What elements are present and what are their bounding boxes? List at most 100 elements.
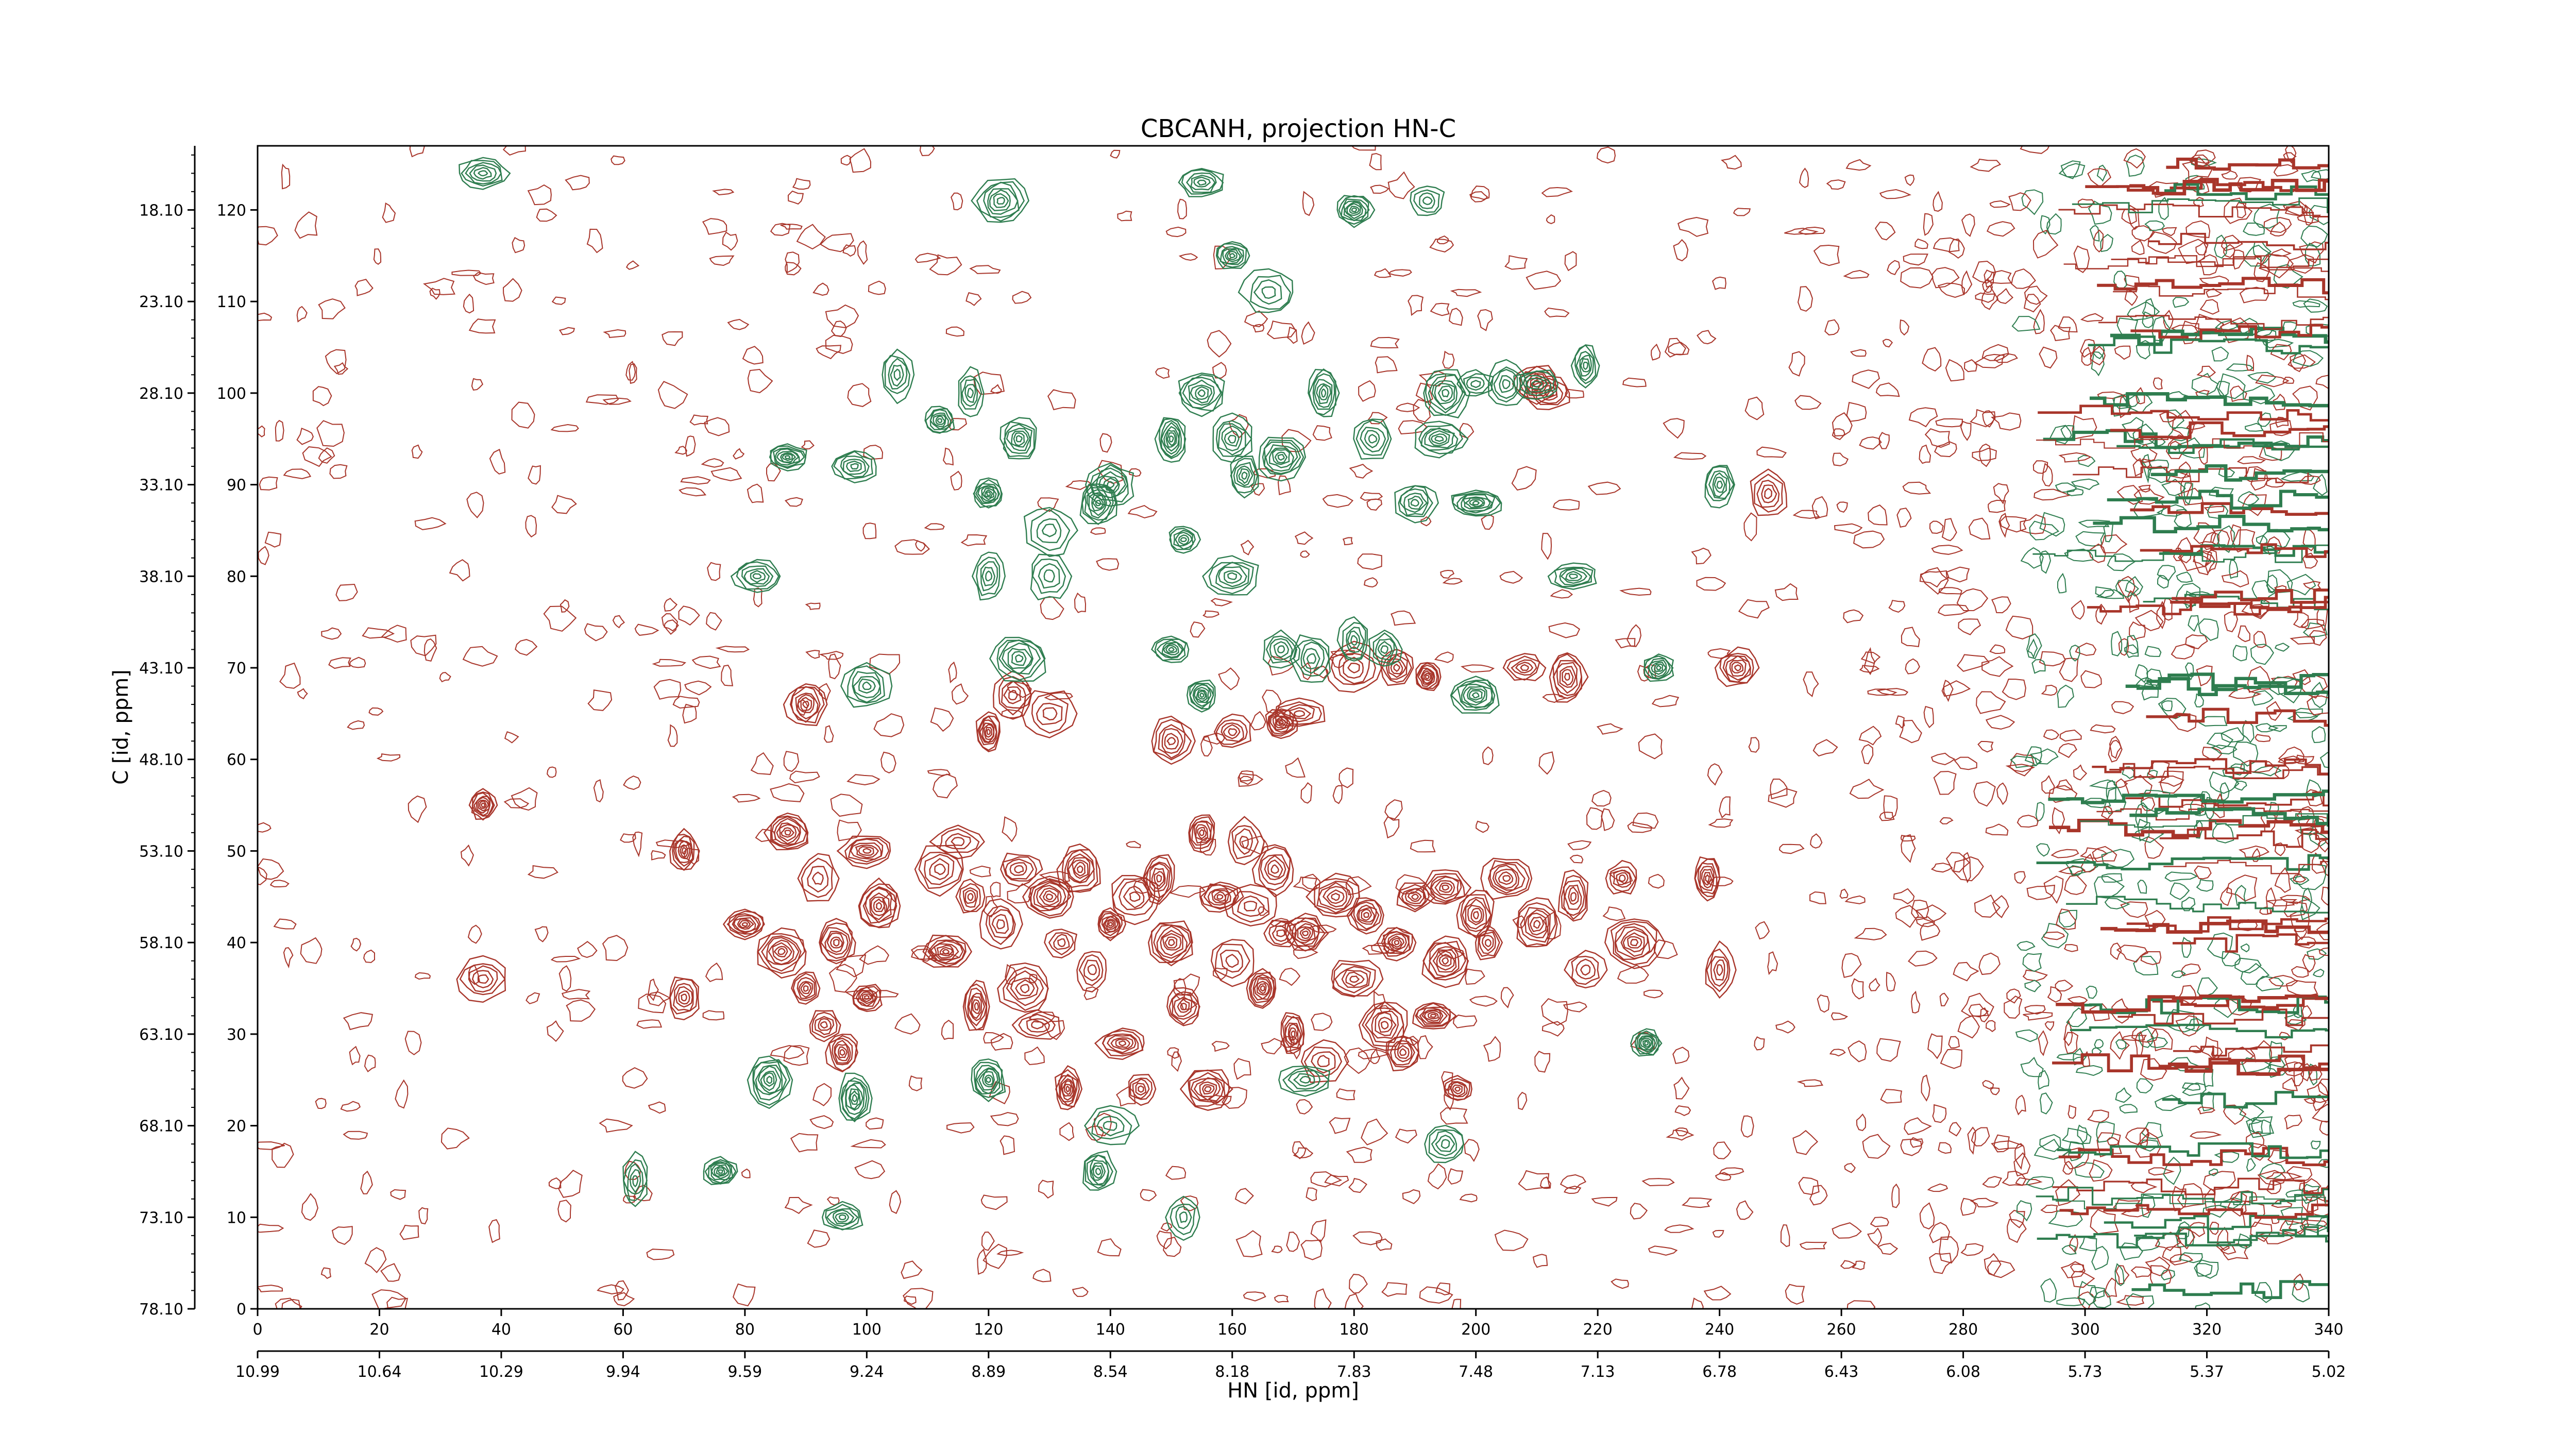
contour-ring xyxy=(1048,932,1074,956)
noise-contour xyxy=(1271,1245,1283,1254)
noise-contour xyxy=(1960,1198,1977,1216)
noise-contour xyxy=(1961,213,1975,237)
noise-contour xyxy=(2023,1012,2053,1021)
positive-peak xyxy=(1076,951,1107,993)
noise-contour xyxy=(1302,873,1321,890)
noise-contour xyxy=(812,1083,832,1106)
contour-ring xyxy=(1464,497,1485,509)
noise-contour xyxy=(638,993,667,1014)
noise-contour xyxy=(2171,970,2187,978)
noise-contour xyxy=(258,822,272,833)
contour-ring xyxy=(1300,1039,1349,1083)
contour-ring xyxy=(809,1010,841,1042)
positive-peak xyxy=(922,934,973,968)
noise-contour xyxy=(2228,687,2262,699)
contour-ring xyxy=(1002,643,1034,675)
contour-ring xyxy=(1226,250,1238,261)
contour-ring xyxy=(1562,669,1574,686)
noise-contour xyxy=(947,418,968,431)
contour-ring xyxy=(714,1165,728,1177)
noise-contour xyxy=(343,1131,368,1140)
x-tick-label: 0 xyxy=(252,1321,262,1339)
contour-ring xyxy=(1642,1039,1651,1048)
noise-contour xyxy=(1905,658,1920,675)
noise-contour xyxy=(1024,1046,1045,1066)
contour-ring xyxy=(1520,664,1529,671)
negative-peak xyxy=(1238,268,1294,313)
noise-contour xyxy=(2253,204,2280,229)
noise-contour xyxy=(2130,1266,2153,1278)
contour-ring xyxy=(1422,940,1469,981)
noise-contour xyxy=(1512,915,1526,929)
x-ppm-tick-label: 7.13 xyxy=(1581,1363,1615,1381)
noise-contour xyxy=(1859,436,1882,450)
noise-contour xyxy=(1813,244,1840,266)
noise-contour xyxy=(2104,1277,2117,1298)
noise-contour xyxy=(2297,832,2321,853)
noise-contour xyxy=(321,627,342,640)
contour-ring xyxy=(1008,689,1018,701)
contour-ring xyxy=(1215,420,1252,457)
contour-ring xyxy=(826,932,844,953)
noise-contour xyxy=(1532,1254,1548,1268)
contour-ring xyxy=(789,686,825,723)
contour-ring xyxy=(955,878,986,914)
noise-contour xyxy=(990,882,1001,898)
noise-contour xyxy=(1546,214,1555,224)
noise-contour xyxy=(1860,651,1881,664)
positive-peak xyxy=(1188,814,1215,853)
contour-ring xyxy=(1511,659,1537,676)
noise-contour xyxy=(489,448,506,475)
chart-title: CBCANH, projection HN-C xyxy=(1141,114,1456,143)
contour-ring xyxy=(1005,858,1034,880)
noise-contour xyxy=(2199,299,2219,315)
noise-contour xyxy=(1342,537,1353,546)
noise-contour xyxy=(2100,233,2113,252)
contour-ring xyxy=(964,983,988,1031)
contour-ring xyxy=(819,918,856,962)
noise-contour xyxy=(2115,580,2139,598)
noise-contour xyxy=(889,1190,902,1215)
noise-contour xyxy=(1920,921,1941,941)
noise-contour xyxy=(1097,1238,1122,1257)
noise-contour xyxy=(2115,778,2128,788)
contour-ring xyxy=(1161,728,1183,754)
noise-contour xyxy=(1099,433,1112,453)
contour-ring xyxy=(1059,1073,1076,1103)
contour-ring xyxy=(783,683,828,726)
noise-contour xyxy=(1344,1047,1370,1074)
contour-ring xyxy=(752,573,762,580)
noise-contour xyxy=(1611,1278,1629,1289)
contour-ring xyxy=(703,1156,738,1185)
noise-contour xyxy=(770,223,791,236)
noise-contour xyxy=(1945,566,1970,583)
noise-contour xyxy=(2095,603,2107,625)
contour-ring xyxy=(1524,909,1549,938)
contour-ring xyxy=(1090,464,1129,503)
contour-ring xyxy=(1547,562,1597,590)
contour-ring xyxy=(1346,627,1365,653)
contour-ring xyxy=(1716,480,1723,489)
contour-ring xyxy=(1316,383,1332,405)
noise-contour xyxy=(2144,836,2164,859)
noise-contour xyxy=(258,546,269,565)
noise-contour xyxy=(360,1170,373,1194)
noise-contour xyxy=(715,646,750,653)
contour-ring xyxy=(766,937,800,966)
noise-contour xyxy=(2069,644,2080,662)
contour-ring xyxy=(1161,642,1183,658)
noise-contour xyxy=(1032,1269,1052,1283)
contour-ring xyxy=(1312,373,1335,410)
noise-contour xyxy=(1985,823,2009,836)
contour-ring xyxy=(960,375,982,410)
noise-contour xyxy=(1975,292,1996,303)
contour-ring xyxy=(1216,243,1247,268)
noise-contour xyxy=(414,972,431,980)
contour-ring xyxy=(1132,1078,1150,1100)
noise-contour xyxy=(1927,1183,1948,1192)
contour-ring xyxy=(1564,950,1608,989)
noise-contour xyxy=(1974,353,2005,368)
noise-contour xyxy=(2011,316,2041,332)
contour-ring xyxy=(1301,930,1309,936)
noise-contour xyxy=(2238,1233,2252,1249)
